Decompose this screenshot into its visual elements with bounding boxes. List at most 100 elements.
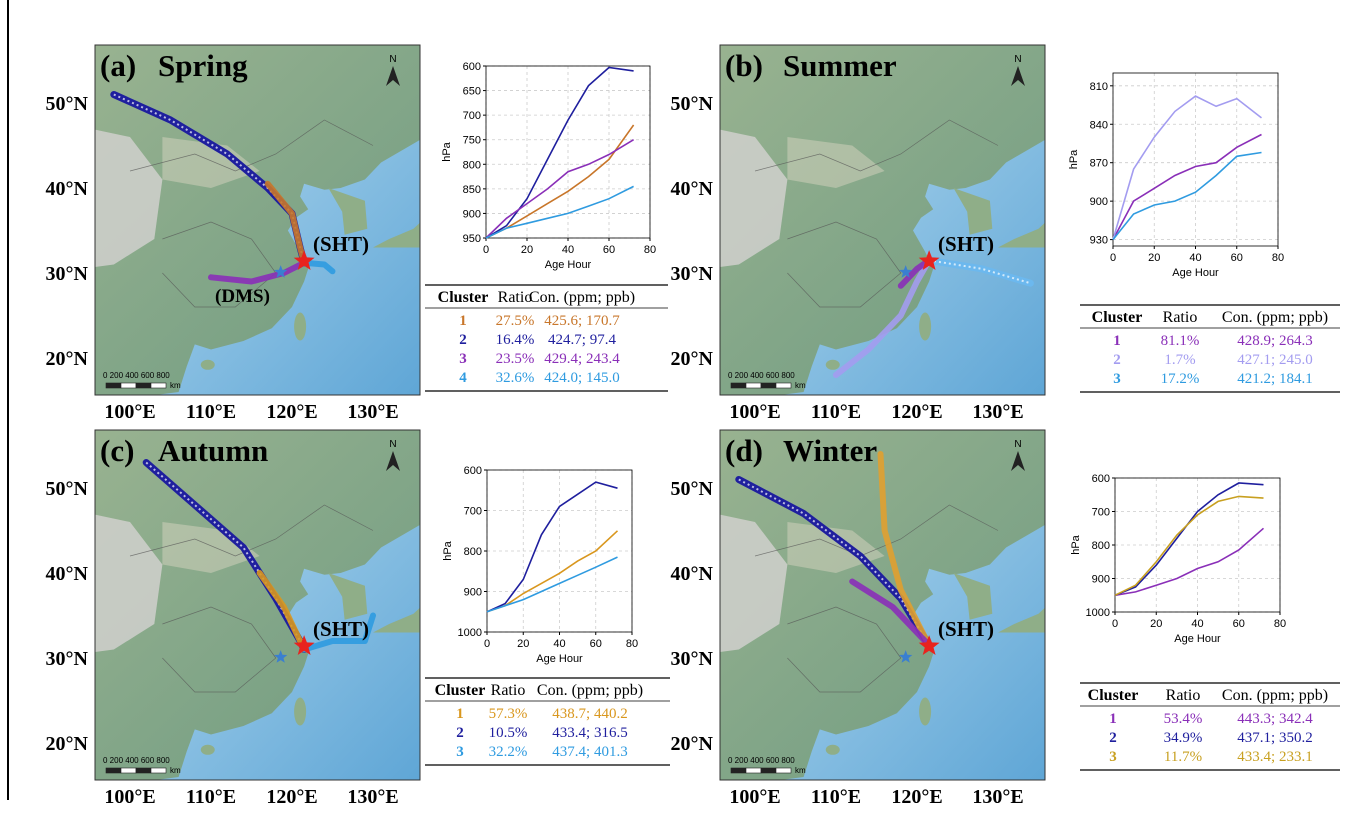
lon-label: 100°E [104, 786, 155, 808]
lat-label: 40°N [46, 563, 89, 585]
y-tick-label: 800 [1092, 540, 1110, 552]
table-cell: 11.7% [1164, 749, 1202, 765]
scale-bar [106, 768, 121, 773]
table-cell: 437.1; 350.2 [1237, 730, 1312, 746]
table-cell: 23.5% [496, 351, 535, 367]
y-tick-label: 930 [1090, 235, 1108, 247]
x-tick-label: 40 [1189, 252, 1201, 264]
scale-bar [151, 383, 166, 388]
table-cell: 32.6% [496, 370, 535, 386]
table-cell: 1 [456, 706, 464, 722]
lon-label: 130°E [347, 786, 398, 808]
y-tick-label: 800 [464, 546, 482, 558]
panel: (SHT)(DMS)(a)SpringN0 200 400 600 800km5… [46, 18, 668, 423]
table-cell: 3 [1109, 749, 1117, 765]
table-cell: 1 [1109, 711, 1117, 727]
lon-label: 120°E [891, 401, 942, 423]
lon-label: 100°E [729, 786, 780, 808]
lat-label: 20°N [46, 733, 89, 755]
scale-bar [151, 768, 166, 773]
table-cell: 32.2% [489, 744, 528, 760]
y-tick-label: 600 [464, 465, 482, 477]
table-cell: 433.4; 233.1 [1237, 749, 1312, 765]
site-label: (SHT) [313, 617, 369, 641]
table-cell: 3 [459, 351, 467, 367]
scale-label: 0 200 400 600 800 [103, 371, 170, 380]
y-tick-label: 600 [463, 61, 481, 73]
north-label: N [1014, 439, 1021, 450]
table-cell: 34.9% [1164, 730, 1203, 746]
table-header: Cluster [1088, 687, 1139, 704]
scale-bar [106, 383, 121, 388]
y-tick-label: 600 [1092, 473, 1110, 485]
y-tick-label: 900 [463, 208, 481, 220]
chart: 6007008009001000020406080Age HourhPa [442, 465, 638, 665]
x-tick-label: 0 [1112, 618, 1118, 630]
lat-label: 50°N [46, 93, 89, 115]
lon-label: 110°E [811, 401, 861, 423]
lat-label: 30°N [671, 263, 714, 285]
lat-label: 20°N [671, 348, 714, 370]
table-header: Cluster [1092, 309, 1143, 326]
scale-bar [731, 383, 746, 388]
table-header: Con. (ppm; ppb) [1222, 687, 1328, 704]
table-cell: 421.2; 184.1 [1237, 371, 1312, 387]
scale-unit: km [170, 766, 181, 775]
table-cell: 438.7; 440.2 [552, 706, 627, 722]
table-cell: 1 [1113, 333, 1121, 349]
y-axis-label: hPa [1068, 149, 1080, 169]
island [201, 360, 215, 370]
x-tick-label: 0 [483, 244, 489, 256]
lat-label: 40°N [46, 178, 89, 200]
lat-label: 40°N [671, 563, 714, 585]
table-cell: 433.4; 316.5 [552, 725, 627, 741]
x-tick-label: 40 [562, 244, 574, 256]
x-tick-label: 20 [517, 638, 529, 650]
y-tick-label: 810 [1090, 81, 1108, 93]
x-tick-label: 20 [521, 244, 533, 256]
y-tick-label: 750 [463, 135, 481, 147]
lon-label: 110°E [186, 401, 236, 423]
table-header: Cluster [435, 682, 486, 699]
island [826, 360, 840, 370]
scale-label: 0 200 400 600 800 [728, 756, 795, 765]
x-axis-label: Age Hour [536, 653, 583, 665]
scale-bar [776, 383, 791, 388]
y-tick-label: 950 [463, 233, 481, 245]
north-label: N [389, 54, 396, 65]
x-tick-label: 80 [1272, 252, 1284, 264]
scale-bar [731, 768, 746, 773]
scale-bar [746, 383, 761, 388]
table-header: Con. (ppm; ppb) [529, 289, 635, 306]
site-label: (SHT) [313, 232, 369, 256]
table-cell: 425.6; 170.7 [544, 313, 620, 329]
table: ClusterRatioCon. (ppm; ppb)153.4%443.3; … [1080, 683, 1340, 770]
panel-label: (c) [100, 433, 134, 468]
scale-label: 0 200 400 600 800 [728, 371, 795, 380]
x-axis-label: Age Hour [1172, 267, 1219, 279]
table-cell: 424.7; 97.4 [548, 332, 616, 348]
island [294, 313, 306, 341]
table-cell: 4 [459, 370, 467, 386]
lat-label: 50°N [46, 478, 89, 500]
table-header: Con. (ppm; ppb) [1222, 309, 1328, 326]
x-tick-label: 60 [590, 638, 602, 650]
panel-label: (d) [725, 433, 763, 468]
y-tick-label: 900 [1092, 574, 1110, 586]
table-cell: 53.4% [1164, 711, 1203, 727]
scale-unit: km [795, 766, 806, 775]
lat-label: 20°N [46, 348, 89, 370]
x-tick-label: 0 [484, 638, 490, 650]
lon-label: 130°E [972, 786, 1023, 808]
scale-bar [121, 768, 136, 773]
y-tick-label: 840 [1090, 119, 1108, 131]
figure: (SHT)(DMS)(a)SpringN0 200 400 600 800km5… [0, 0, 1371, 814]
table-cell: 27.5% [496, 313, 535, 329]
y-tick-label: 700 [1092, 507, 1110, 519]
lat-label: 30°N [671, 648, 714, 670]
table-cell: 2 [456, 725, 464, 741]
